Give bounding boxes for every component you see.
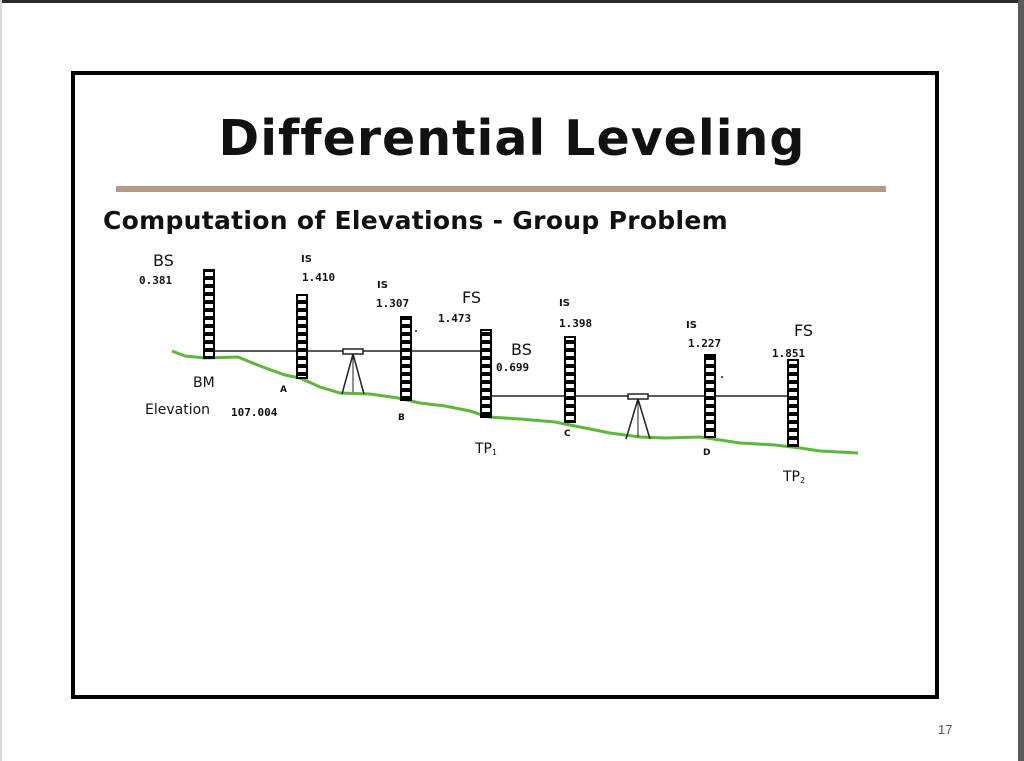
ground-profile xyxy=(171,349,859,455)
reading-value-is1: 1.410 xyxy=(302,271,335,284)
point-label-tp2: TP2 xyxy=(782,469,805,485)
reading-value-bs1: 0.381 xyxy=(139,274,172,287)
leveling-rod-d xyxy=(704,354,716,438)
elevation-label: Elevation xyxy=(145,402,210,418)
leveling-rod-tp2 xyxy=(787,359,799,447)
slide-subtitle: Computation of Elevations - Group Proble… xyxy=(103,206,728,235)
point-label-d: D xyxy=(703,448,710,458)
page-number: 17 xyxy=(938,722,953,737)
leveling-rod-c xyxy=(564,336,576,423)
title-divider xyxy=(116,186,886,192)
window-left-border xyxy=(0,0,2,761)
window-top-border xyxy=(0,0,1024,3)
marker-dot-1 xyxy=(415,330,417,332)
reading-type-is1: IS xyxy=(301,254,312,265)
reading-type-is4: IS xyxy=(686,320,697,331)
reading-type-fs1: FS xyxy=(462,288,481,307)
reading-type-is2: IS xyxy=(377,280,388,291)
leveling-rod-a xyxy=(296,294,308,379)
reading-type-bs2: BS xyxy=(511,340,532,359)
level-instrument-2 xyxy=(625,393,651,440)
window-right-border xyxy=(1018,0,1024,761)
reading-value-fs1: 1.473 xyxy=(438,312,471,325)
reading-value-is4: 1.227 xyxy=(688,337,721,350)
reading-type-bs1: BS xyxy=(153,251,174,270)
leveling-rod-tp1 xyxy=(480,329,492,418)
point-label-tp1: TP1 xyxy=(474,441,497,457)
reading-value-fs2: 1.851 xyxy=(772,347,805,360)
slide-title: Differential Leveling xyxy=(218,110,806,167)
benchmark-label: BM xyxy=(193,375,215,391)
reading-type-is3: IS xyxy=(559,298,570,309)
marker-dot-2 xyxy=(721,376,723,378)
level-instrument-1 xyxy=(341,348,365,395)
reading-value-is2: 1.307 xyxy=(376,297,409,310)
point-label-a: A xyxy=(280,385,287,395)
leveling-rod-bm xyxy=(203,269,215,359)
leveling-rod-b xyxy=(400,316,412,401)
elevation-value: 107.004 xyxy=(231,406,278,419)
point-label-c: C xyxy=(564,429,571,439)
reading-value-is3: 1.398 xyxy=(559,317,592,330)
point-label-b: B xyxy=(398,413,405,423)
reading-value-bs2: 0.699 xyxy=(496,361,529,374)
reading-type-fs2: FS xyxy=(794,321,813,340)
